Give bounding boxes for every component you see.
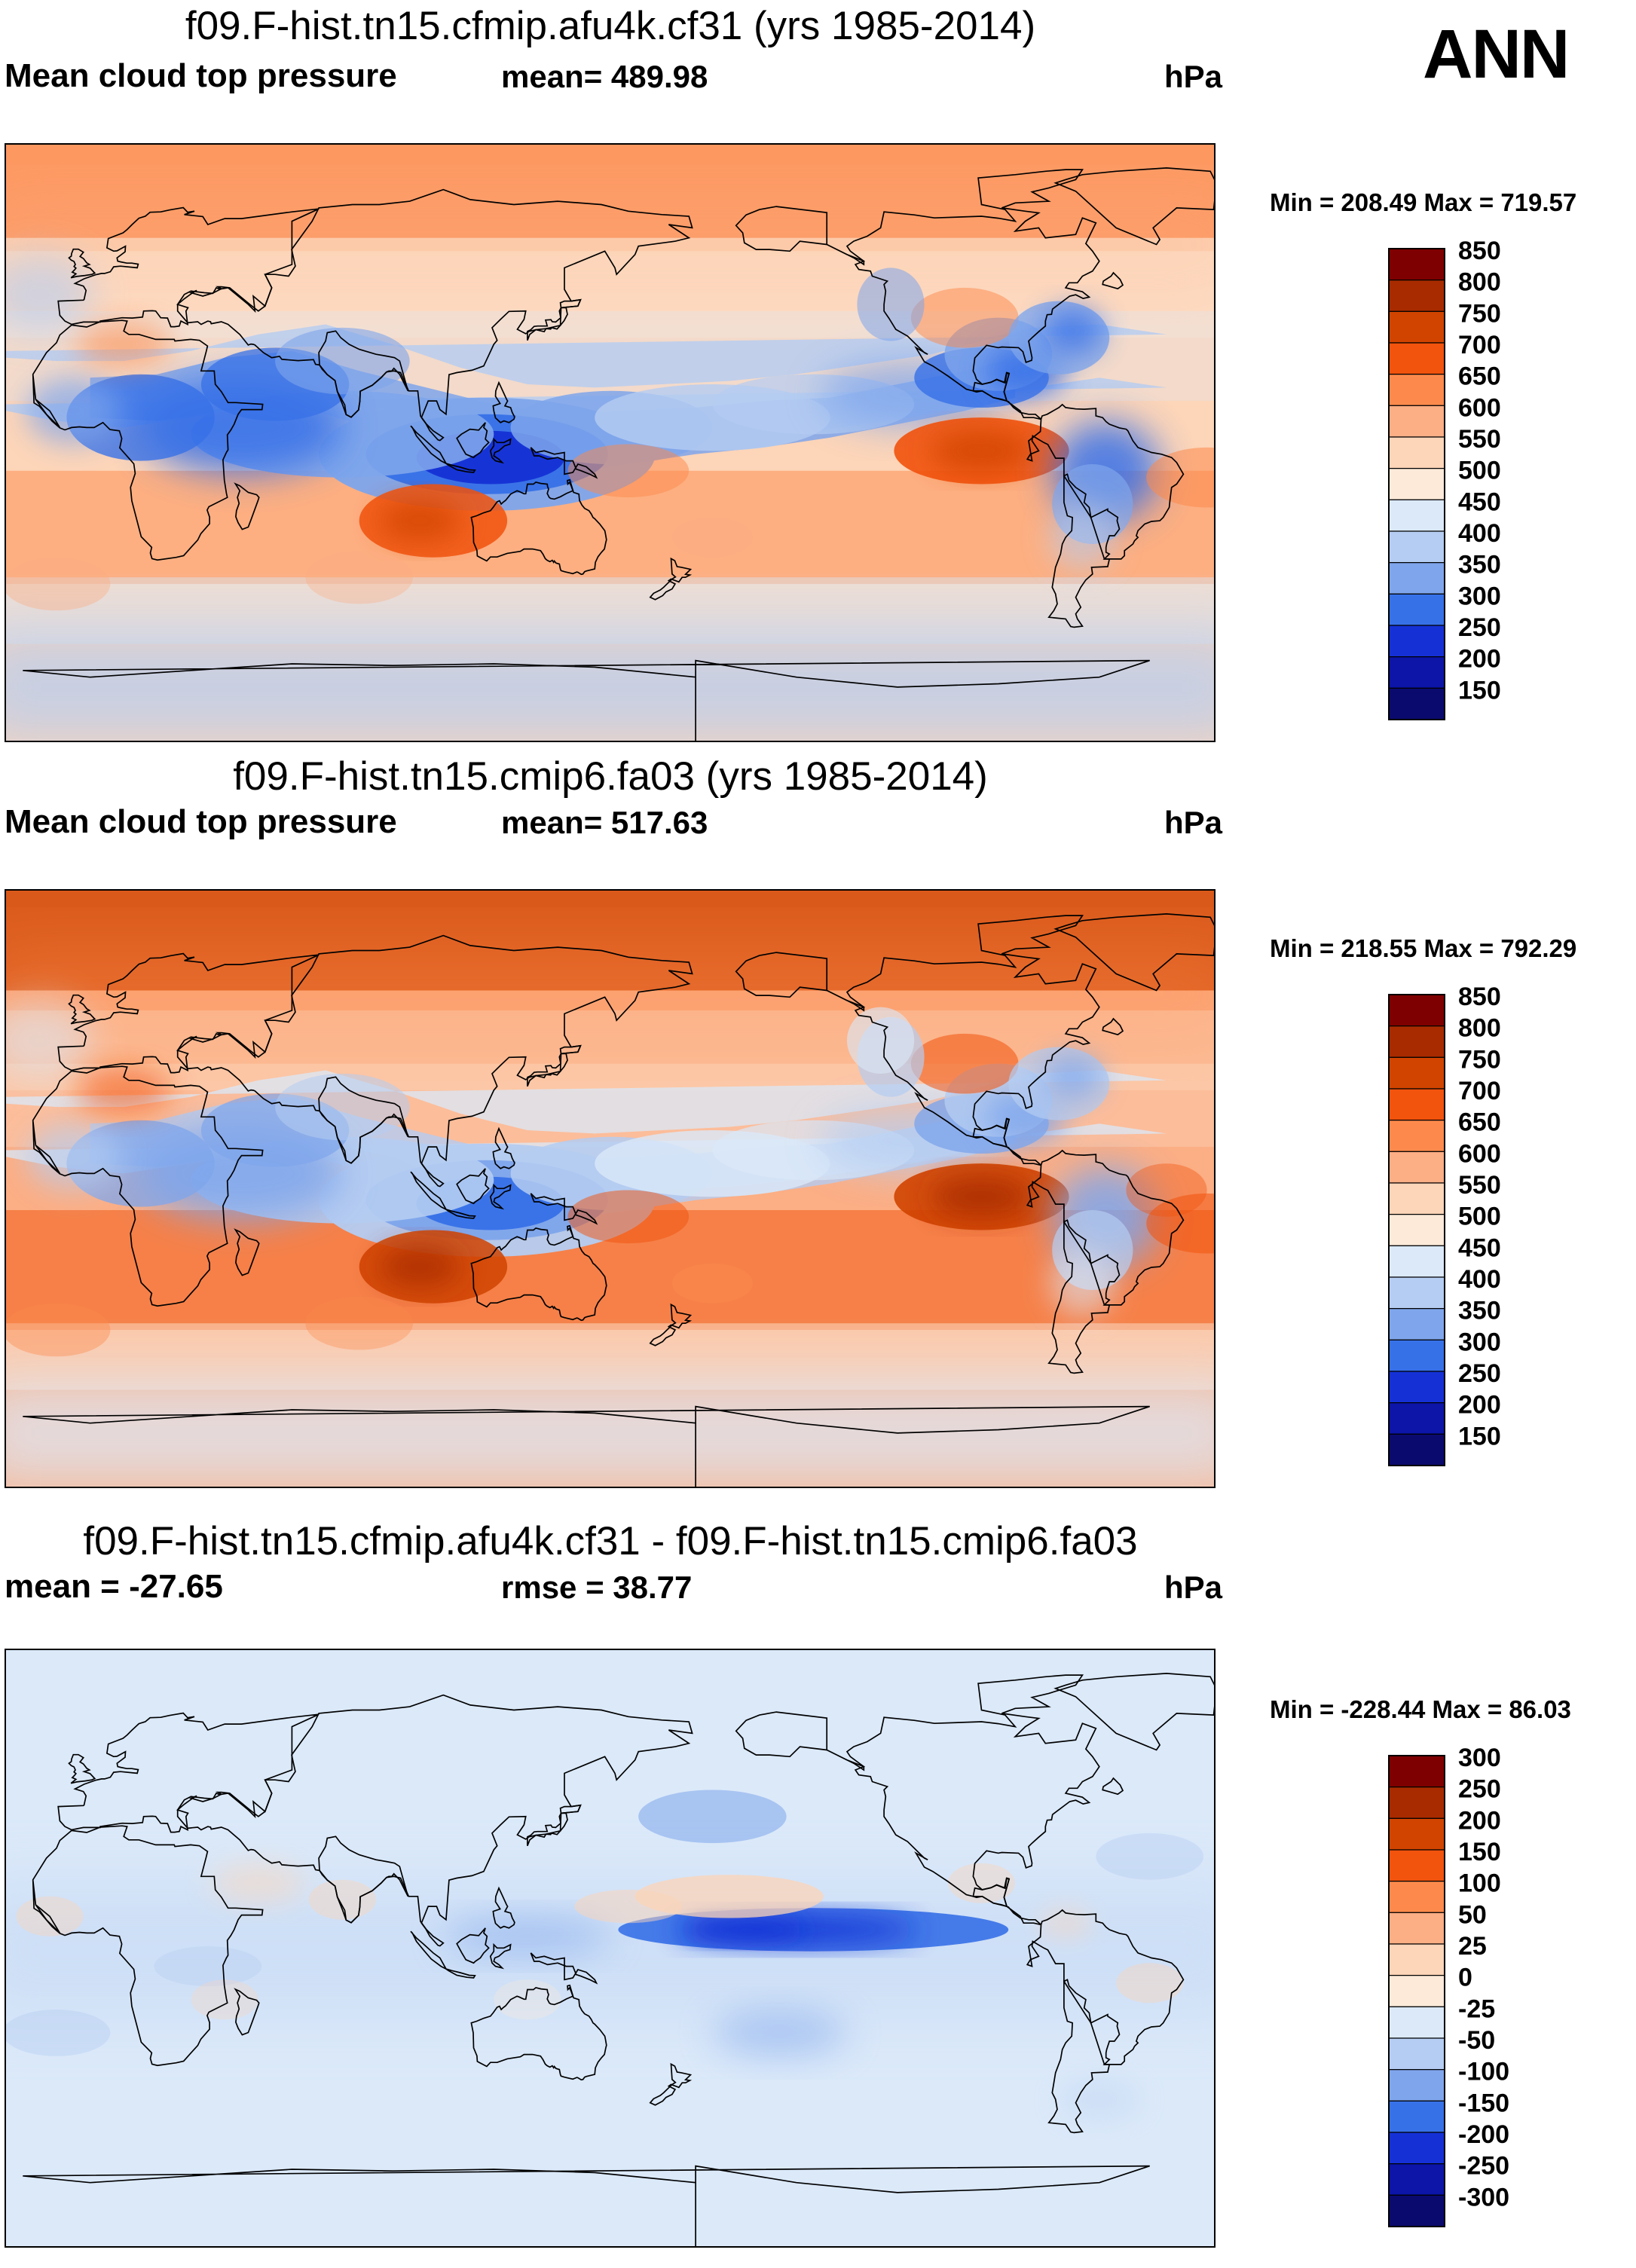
svg-text:800: 800 (1458, 1014, 1501, 1043)
svg-text:650: 650 (1458, 362, 1501, 391)
svg-text:300: 300 (1458, 582, 1501, 610)
svg-text:250: 250 (1458, 613, 1501, 642)
svg-text:550: 550 (1458, 425, 1501, 454)
svg-text:750: 750 (1458, 299, 1501, 328)
svg-text:400: 400 (1458, 1265, 1501, 1294)
svg-text:350: 350 (1458, 551, 1501, 579)
svg-text:700: 700 (1458, 331, 1501, 359)
svg-text:300: 300 (1458, 1328, 1501, 1356)
svg-text:0: 0 (1458, 1964, 1472, 1992)
svg-text:450: 450 (1458, 488, 1501, 516)
svg-text:-100: -100 (1458, 2058, 1509, 2086)
svg-text:200: 200 (1458, 645, 1501, 674)
svg-text:200: 200 (1458, 1806, 1501, 1835)
svg-text:-250: -250 (1458, 2152, 1509, 2181)
svg-text:150: 150 (1458, 1838, 1501, 1866)
svg-text:700: 700 (1458, 1077, 1501, 1105)
svg-text:850: 850 (1458, 983, 1501, 1011)
svg-text:50: 50 (1458, 1900, 1487, 1929)
svg-text:800: 800 (1458, 268, 1501, 297)
svg-text:500: 500 (1458, 457, 1501, 485)
svg-text:500: 500 (1458, 1203, 1501, 1231)
svg-text:600: 600 (1458, 393, 1501, 422)
svg-text:450: 450 (1458, 1233, 1501, 1262)
svg-text:550: 550 (1458, 1171, 1501, 1200)
svg-text:350: 350 (1458, 1297, 1501, 1325)
svg-text:150: 150 (1458, 1422, 1501, 1450)
svg-text:-200: -200 (1458, 2120, 1509, 2149)
svg-text:250: 250 (1458, 1359, 1501, 1388)
svg-text:-50: -50 (1458, 2026, 1495, 2055)
svg-text:-300: -300 (1458, 2183, 1509, 2211)
svg-text:25: 25 (1458, 1932, 1487, 1961)
svg-text:650: 650 (1458, 1108, 1501, 1137)
svg-text:-25: -25 (1458, 1994, 1495, 2023)
svg-text:150: 150 (1458, 676, 1501, 705)
svg-text:600: 600 (1458, 1139, 1501, 1168)
svg-text:250: 250 (1458, 1775, 1501, 1804)
svg-text:400: 400 (1458, 519, 1501, 548)
svg-text:750: 750 (1458, 1045, 1501, 1074)
svg-text:300: 300 (1458, 1744, 1501, 1772)
svg-text:100: 100 (1458, 1869, 1501, 1898)
svg-text:850: 850 (1458, 237, 1501, 265)
svg-text:200: 200 (1458, 1391, 1501, 1420)
svg-text:-150: -150 (1458, 2089, 1509, 2117)
